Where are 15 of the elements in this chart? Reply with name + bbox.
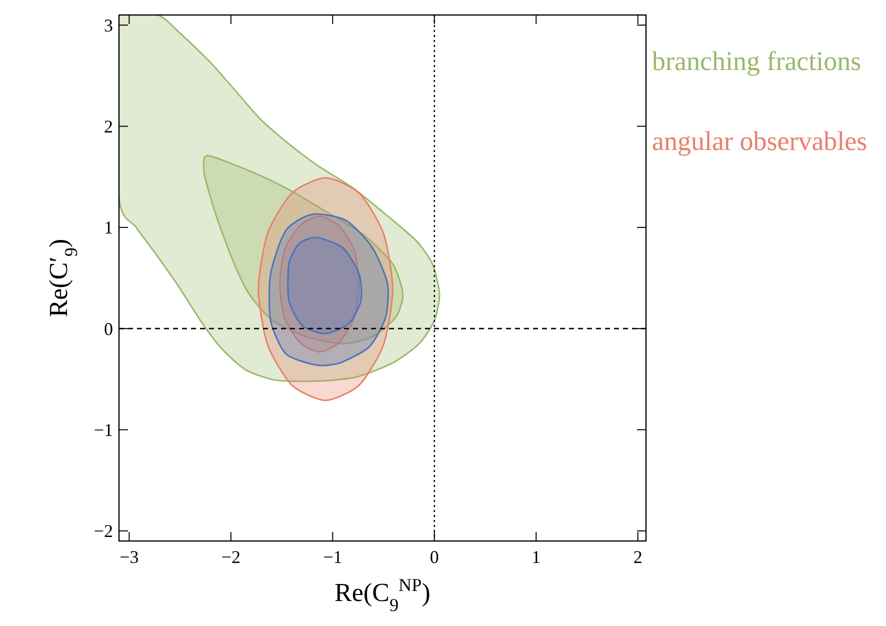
x-axis-title: Re(C$_{9}$$^{NP}$) — [334, 575, 430, 615]
x-tick-label: 2 — [633, 547, 642, 567]
x-tick-label: 0 — [430, 547, 439, 567]
y-tick-label: 1 — [104, 218, 113, 238]
text: angular observables — [652, 126, 868, 156]
y-tick-label: −2 — [94, 521, 113, 542]
x-tick-label: 1 — [532, 547, 541, 567]
x-tick-label: −2 — [221, 547, 240, 567]
y-tick-label: −1 — [94, 420, 113, 440]
text: branching fractions — [652, 46, 862, 76]
x-tick-label: −1 — [323, 547, 342, 567]
y-tick-label: 3 — [104, 15, 113, 36]
y-tick-label: 2 — [104, 116, 113, 137]
x-tick-label: −3 — [120, 547, 139, 567]
y-tick-label: 0 — [104, 318, 113, 339]
